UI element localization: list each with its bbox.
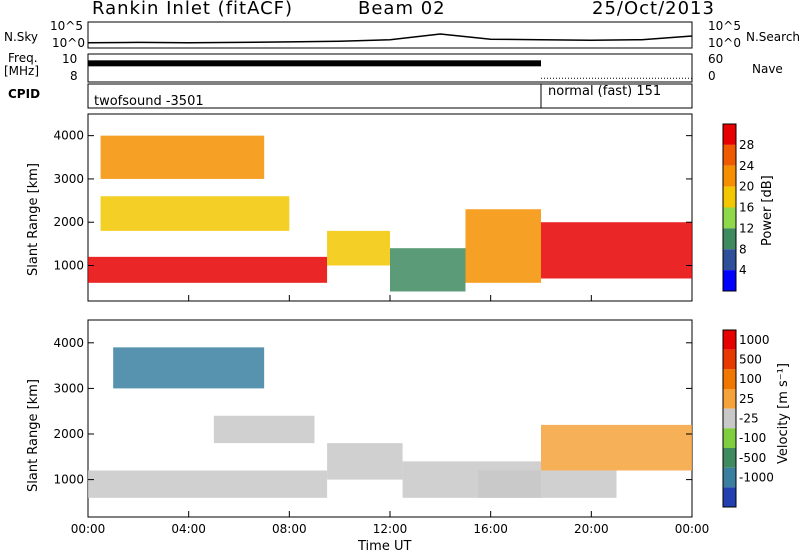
- power-data-band: [327, 230, 390, 266]
- ytick-label: 3000: [53, 172, 84, 186]
- power-data-band: [390, 248, 466, 292]
- velocity-data-band: [213, 415, 315, 444]
- power-colorbar-swatch: [723, 249, 736, 271]
- ytick-label: 1000: [53, 259, 84, 273]
- ytick-label: 4000: [53, 336, 84, 350]
- colorbar-tick-label: 100: [739, 372, 762, 386]
- power-colorbar-swatch: [723, 228, 736, 250]
- ytick-label: 3000: [53, 381, 84, 395]
- ytick-label: 4000: [53, 129, 84, 143]
- beam-title: Beam 02: [358, 0, 446, 19]
- time-axis-label: Time UT: [358, 539, 412, 554]
- nave-tick-top: 60: [708, 52, 724, 66]
- power-colorbar-frame: [722, 123, 737, 292]
- station-title: Rankin Inlet (fitACF): [92, 0, 294, 19]
- colorbar-tick-label: 1000: [739, 333, 770, 347]
- freq-tick-top: 10: [62, 52, 78, 66]
- colorbar-tick-label: -100: [739, 431, 766, 445]
- power-colorbar-swatch: [723, 207, 736, 229]
- date-title: 25/Oct/2013: [592, 0, 715, 19]
- power-colorbar-swatch: [723, 124, 736, 145]
- velocity-colorbar-swatch: [723, 349, 736, 370]
- cpid-panel-frame: [87, 83, 693, 109]
- power-data-band: [541, 222, 692, 279]
- colorbar-tick-label: 500: [739, 353, 762, 367]
- cpid-mode-1: twofsound -3501: [94, 94, 204, 109]
- nsearch-label: N.Search: [746, 30, 800, 44]
- colorbar-tick-label: -500: [739, 451, 766, 465]
- power-colorbar-swatch: [723, 165, 736, 187]
- freq-series-band: [88, 60, 541, 67]
- xtick-label: 20:00: [574, 522, 609, 536]
- xtick-label: 12:00: [373, 522, 408, 536]
- ytick-label: 2000: [53, 427, 84, 441]
- velocity-data-band: [327, 443, 403, 480]
- xtick-label: 00:00: [675, 522, 710, 536]
- nave-label: Nave: [752, 62, 783, 76]
- colorbar-tick-label: 12: [739, 221, 754, 235]
- nsky-panel-frame: [87, 21, 693, 49]
- xtick-label: 08:00: [272, 522, 307, 536]
- cpid-mode-2: normal (fast) 151: [548, 84, 662, 99]
- velocity-colorbar-swatch: [723, 330, 736, 350]
- colorbar-tick-label: -25: [739, 412, 759, 426]
- freq-panel-frame: [87, 53, 693, 83]
- colorbar-tick-label: 20: [739, 180, 754, 194]
- nsearch-tick-top: 10^5: [708, 19, 741, 33]
- colorbar-tick-label: 28: [739, 138, 754, 152]
- velocity-data-band: [478, 470, 617, 498]
- velocity-colorbar-swatch: [723, 369, 736, 389]
- velocity-colorbar-swatch: [723, 408, 736, 429]
- nsky-tick-top: 10^5: [50, 19, 83, 33]
- ytick-label: 1000: [53, 473, 84, 487]
- colorbar-tick-label: -1000: [739, 471, 774, 485]
- colorbar-tick-label: 24: [739, 159, 754, 173]
- freq-unit: [MHz]: [4, 64, 40, 78]
- power-data-band: [100, 196, 290, 231]
- power-data-band: [100, 135, 265, 179]
- colorbar-tick-label: 25: [739, 392, 754, 406]
- velocity-colorbar-swatch: [723, 389, 736, 409]
- velocity-colorbar-swatch: [723, 487, 736, 507]
- nave-tick-bottom: 0: [708, 69, 716, 83]
- power-data-band: [465, 209, 541, 283]
- xtick-label: 16:00: [473, 522, 508, 536]
- freq-label: Freq.: [8, 51, 38, 65]
- power-colorbar-swatch: [723, 270, 736, 291]
- xtick-label: 00:00: [71, 522, 106, 536]
- nsky-tick-bottom: 10^0: [52, 36, 85, 50]
- velocity-colorbar-swatch: [723, 448, 736, 468]
- velocity-colorbar-swatch: [723, 467, 736, 488]
- freq-tick-bottom: 8: [70, 69, 78, 83]
- velocity-data-band: [88, 470, 328, 498]
- nsky-label: N.Sky: [4, 30, 39, 44]
- power-colorbar-swatch: [723, 186, 736, 208]
- colorbar-tick-label: 4: [739, 263, 747, 277]
- cpid-label: CPID: [8, 87, 41, 101]
- velocity-colorbar-frame: [722, 329, 737, 508]
- velocity-colorbar-swatch: [723, 428, 736, 448]
- colorbar-tick-label: 8: [739, 242, 747, 256]
- power-data-band: [88, 256, 328, 283]
- ytick-label: 2000: [53, 215, 84, 229]
- nsky-series-line: [87, 33, 693, 44]
- nsearch-tick-bottom: 10^0: [708, 36, 741, 50]
- colorbar-tick-label: 16: [739, 201, 754, 215]
- power-colorbar-swatch: [723, 144, 736, 166]
- velocity-data-band: [541, 424, 692, 471]
- xtick-label: 04:00: [171, 522, 206, 536]
- velocity-data-band: [113, 347, 265, 389]
